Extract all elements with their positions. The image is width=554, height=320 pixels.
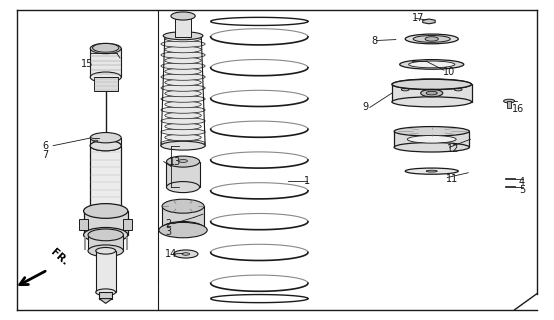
Ellipse shape: [165, 134, 201, 141]
Bar: [84, 211, 128, 235]
Ellipse shape: [425, 37, 438, 41]
Bar: [79, 219, 88, 230]
Ellipse shape: [165, 68, 201, 75]
Ellipse shape: [90, 206, 121, 216]
Ellipse shape: [161, 41, 205, 47]
Ellipse shape: [94, 140, 98, 142]
Bar: [392, 84, 471, 102]
Ellipse shape: [161, 63, 205, 69]
Text: 6: 6: [42, 141, 48, 151]
Ellipse shape: [90, 140, 121, 151]
Ellipse shape: [171, 12, 195, 20]
Bar: [90, 146, 121, 211]
Text: 17: 17: [412, 13, 425, 23]
Ellipse shape: [165, 46, 201, 53]
Text: 7: 7: [42, 150, 48, 160]
Ellipse shape: [405, 34, 458, 44]
Ellipse shape: [420, 89, 443, 97]
Ellipse shape: [161, 52, 205, 58]
Text: 9: 9: [363, 102, 369, 112]
Ellipse shape: [165, 123, 201, 130]
Ellipse shape: [161, 141, 205, 150]
Ellipse shape: [162, 221, 204, 236]
Ellipse shape: [90, 140, 121, 151]
Text: 12: 12: [447, 144, 460, 154]
Bar: [99, 292, 112, 299]
Ellipse shape: [161, 85, 205, 91]
Text: 1: 1: [304, 176, 310, 186]
Ellipse shape: [167, 156, 199, 167]
Ellipse shape: [165, 57, 201, 64]
Text: 13: 13: [169, 156, 182, 167]
Text: 16: 16: [512, 104, 524, 114]
Bar: [90, 138, 121, 146]
Ellipse shape: [401, 88, 409, 91]
Text: 14: 14: [166, 249, 178, 259]
Ellipse shape: [84, 228, 128, 242]
Bar: [167, 162, 199, 187]
Ellipse shape: [407, 135, 456, 143]
Ellipse shape: [161, 140, 205, 146]
Ellipse shape: [88, 245, 124, 257]
Ellipse shape: [161, 74, 205, 80]
Bar: [175, 17, 191, 37]
Ellipse shape: [161, 118, 205, 124]
Ellipse shape: [178, 159, 187, 163]
Bar: [394, 131, 469, 147]
Polygon shape: [99, 299, 112, 303]
Ellipse shape: [96, 247, 116, 254]
Ellipse shape: [161, 96, 205, 102]
Ellipse shape: [165, 112, 201, 119]
Ellipse shape: [504, 99, 515, 103]
Ellipse shape: [394, 127, 469, 136]
Ellipse shape: [399, 60, 464, 69]
Ellipse shape: [392, 79, 471, 89]
Ellipse shape: [426, 91, 437, 95]
Ellipse shape: [161, 107, 205, 113]
Bar: [94, 77, 118, 92]
Text: 2: 2: [166, 219, 172, 229]
Text: 3: 3: [166, 227, 172, 237]
Text: 10: 10: [443, 68, 455, 77]
Text: 11: 11: [445, 174, 458, 184]
Ellipse shape: [175, 14, 191, 19]
Text: 5: 5: [519, 185, 525, 195]
Ellipse shape: [454, 88, 462, 91]
Bar: [162, 206, 204, 228]
Ellipse shape: [162, 199, 204, 213]
Ellipse shape: [409, 61, 455, 68]
Ellipse shape: [165, 90, 201, 97]
Ellipse shape: [426, 170, 437, 172]
Ellipse shape: [88, 229, 124, 241]
Ellipse shape: [96, 289, 116, 296]
Bar: [90, 49, 121, 77]
Ellipse shape: [93, 44, 119, 52]
Ellipse shape: [167, 181, 199, 193]
Ellipse shape: [161, 129, 205, 135]
Ellipse shape: [165, 79, 201, 86]
Ellipse shape: [392, 97, 471, 107]
Ellipse shape: [165, 35, 201, 42]
Ellipse shape: [405, 168, 458, 174]
Ellipse shape: [163, 32, 203, 40]
Ellipse shape: [90, 43, 121, 54]
Ellipse shape: [90, 72, 121, 82]
Ellipse shape: [90, 132, 121, 143]
Text: FR.: FR.: [49, 247, 70, 268]
Ellipse shape: [394, 142, 469, 152]
Bar: [96, 251, 116, 292]
Text: 4: 4: [519, 177, 525, 187]
Ellipse shape: [165, 101, 201, 108]
Bar: [88, 235, 124, 251]
Ellipse shape: [84, 204, 128, 218]
Ellipse shape: [182, 253, 189, 255]
Bar: [124, 219, 132, 230]
Ellipse shape: [413, 36, 450, 42]
Text: 8: 8: [371, 36, 377, 45]
Ellipse shape: [173, 250, 198, 258]
Bar: [507, 101, 511, 108]
Text: 15: 15: [81, 60, 93, 69]
Polygon shape: [423, 19, 435, 24]
Ellipse shape: [159, 222, 207, 238]
